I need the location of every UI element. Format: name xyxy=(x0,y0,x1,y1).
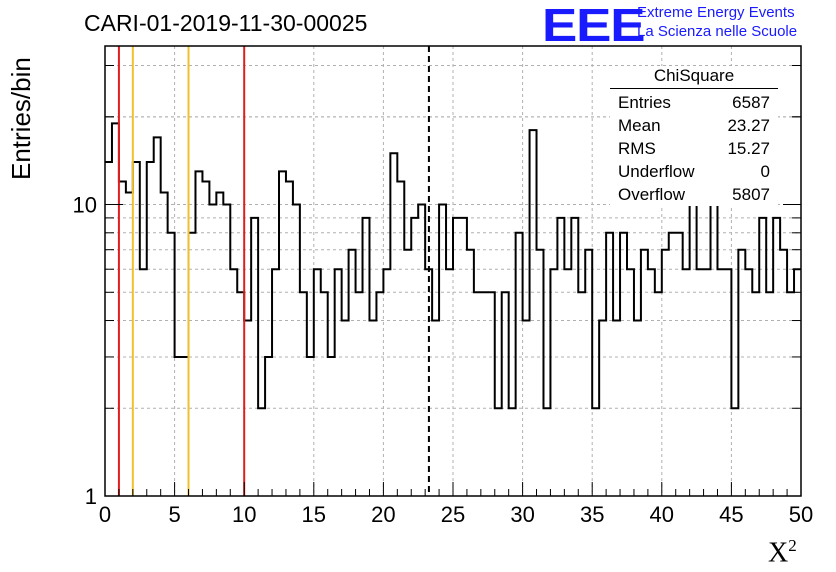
axis-ticks xyxy=(104,65,802,497)
y-tick-label: 1 xyxy=(85,484,97,509)
stats-value: 23.27 xyxy=(727,116,770,135)
stats-label: Entries xyxy=(618,93,671,112)
stats-title: ChiSquare xyxy=(610,66,778,89)
logo-line-1: Extreme Energy Events xyxy=(637,4,795,21)
x-axis-label-base: X xyxy=(768,537,789,569)
x-tick-label: 30 xyxy=(510,502,534,527)
stats-label: Underflow xyxy=(618,162,695,181)
stats-row-entries: Entries 6587 xyxy=(610,91,778,114)
x-axis-label-superscript: 2 xyxy=(788,536,797,555)
x-axis-label: X2 xyxy=(768,536,797,569)
marker-lines xyxy=(117,46,430,496)
stats-value: 5807 xyxy=(732,185,770,204)
y-tick-label: 10 xyxy=(73,193,97,218)
stats-label: RMS xyxy=(618,139,656,158)
x-tick-label: 25 xyxy=(441,502,465,527)
stats-label: Mean xyxy=(618,116,661,135)
stats-value: 15.27 xyxy=(727,139,770,158)
x-tick-label: 20 xyxy=(371,502,395,527)
histogram-line xyxy=(105,122,801,410)
logo-line-2: La Scienza nelle Scuole xyxy=(637,23,798,40)
x-tick-label: 40 xyxy=(650,502,674,527)
x-tick-label: 10 xyxy=(232,502,256,527)
x-tick-label: 35 xyxy=(580,502,604,527)
chart-title: CARI-01-2019-11-30-00025 xyxy=(84,10,368,36)
stats-row-overflow: Overflow 5807 xyxy=(610,183,778,206)
y-axis-label: Entries/bin xyxy=(6,57,36,180)
stats-value: 6587 xyxy=(732,93,770,112)
stats-box: ChiSquare Entries 6587 Mean 23.27 RMS 15.27… xyxy=(610,66,778,206)
stats-row-mean: Mean 23.27 xyxy=(610,114,778,137)
x-tick-label: 45 xyxy=(719,502,743,527)
x-tick-label: 0 xyxy=(99,502,111,527)
tick-labels: 0 5 10 15 20 25 30 35 40 45 50 1 10 xyxy=(73,193,814,527)
x-tick-label: 15 xyxy=(302,502,326,527)
stats-row-underflow: Underflow 0 xyxy=(610,160,778,183)
eee-logo: EEE xyxy=(542,0,646,51)
stats-row-rms: RMS 15.27 xyxy=(610,137,778,160)
stats-label: Overflow xyxy=(618,185,686,204)
x-tick-label: 5 xyxy=(168,502,180,527)
x-tick-label: 50 xyxy=(789,502,813,527)
histogram-series xyxy=(105,122,801,410)
stats-value: 0 xyxy=(760,162,770,181)
